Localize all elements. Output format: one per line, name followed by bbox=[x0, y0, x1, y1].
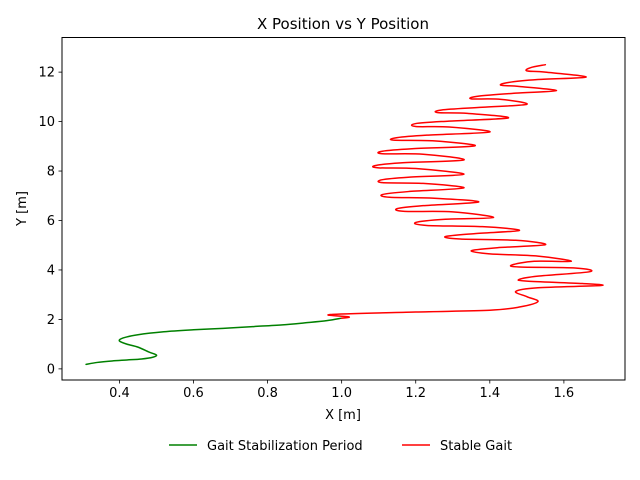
x-tick-label: 0.4 bbox=[109, 386, 130, 401]
y-tick-label: 0 bbox=[47, 362, 55, 377]
x-tick-label: 1.2 bbox=[405, 386, 426, 401]
x-tick-label: 1.4 bbox=[479, 386, 500, 401]
legend: Gait Stabilization Period Stable Gait bbox=[169, 439, 512, 454]
series-line-gait-stabilization-period bbox=[85, 317, 343, 366]
x-axis-label: X [m] bbox=[325, 408, 361, 423]
series-line-stable-gait bbox=[327, 63, 604, 319]
legend-item-gait-stabilization-period: Gait Stabilization Period bbox=[169, 439, 363, 454]
chart-title: X Position vs Y Position bbox=[257, 15, 429, 33]
y-tick-label: 2 bbox=[47, 313, 55, 328]
y-tick-label: 12 bbox=[38, 66, 55, 81]
legend-item-stable-gait: Stable Gait bbox=[402, 439, 512, 454]
x-tick-label: 0.8 bbox=[257, 386, 278, 401]
x-tick-label: 1.0 bbox=[331, 386, 352, 401]
plot-frame bbox=[61, 37, 626, 381]
y-tick-label: 4 bbox=[47, 263, 55, 278]
x-tick-label: 1.6 bbox=[554, 386, 575, 401]
legend-label: Gait Stabilization Period bbox=[207, 439, 363, 454]
y-tick-label: 8 bbox=[47, 165, 55, 180]
y-tick-label: 10 bbox=[38, 115, 55, 130]
y-tick-label: 6 bbox=[47, 214, 55, 229]
x-tick-label: 0.6 bbox=[183, 386, 204, 401]
legend-label: Stable Gait bbox=[440, 439, 512, 454]
y-axis-label: Y [m] bbox=[15, 191, 30, 227]
